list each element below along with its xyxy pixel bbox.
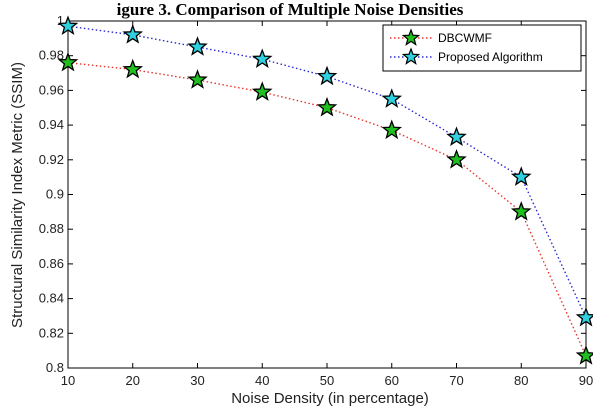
x-tick-label: 10	[61, 373, 75, 388]
legend-marker	[401, 28, 421, 46]
data-point-proposed-algorithm	[446, 126, 467, 147]
data-point-proposed-algorithm	[575, 306, 593, 327]
series-proposed-algorithm	[57, 15, 593, 327]
data-point-dbcwmf	[187, 69, 208, 89]
y-tick-label: 0.96	[39, 82, 64, 97]
data-point-dbcwmf	[381, 119, 403, 140]
x-tick-label: 20	[126, 373, 140, 388]
legend-item-dbcwmf: DBCWMF	[390, 28, 492, 46]
y-tick-label: 0.84	[39, 291, 64, 306]
x-tick-label: 50	[320, 373, 334, 388]
x-tick-label: 30	[190, 373, 204, 388]
x-tick-label: 80	[514, 373, 528, 388]
x-tick-label: 40	[255, 373, 269, 388]
data-point-proposed-algorithm	[381, 88, 403, 108]
series-layer	[57, 15, 593, 365]
y-tick-label: 1	[57, 13, 64, 28]
y-tick-label: 0.9	[46, 187, 64, 202]
series-dbcwmf	[57, 51, 593, 365]
data-point-proposed-algorithm	[57, 15, 79, 35]
x-tick-label: 60	[385, 373, 399, 388]
x-axis-label: Noise Density (in percentage)	[231, 390, 429, 407]
data-point-proposed-algorithm	[510, 166, 532, 186]
legend-label: DBCWMF	[438, 31, 492, 45]
legend-item-proposed-algorithm: Proposed Algorithm	[390, 47, 543, 65]
y-axis-label: Structural Similarity Index Metric (SSIM…	[9, 62, 26, 328]
data-point-dbcwmf	[316, 96, 338, 117]
data-point-proposed-algorithm	[187, 36, 208, 56]
legend: DBCWMF Proposed Algorithm	[382, 24, 582, 72]
y-tick-label: 0.92	[39, 152, 64, 167]
x-tick-label: 70	[449, 373, 463, 388]
data-point-dbcwmf	[251, 81, 273, 101]
y-tick-label: 0.88	[39, 221, 64, 236]
data-point-dbcwmf	[575, 345, 593, 365]
y-tick-label: 0.98	[39, 48, 64, 63]
data-point-dbcwmf	[57, 51, 79, 72]
y-tick-label: 0.8	[46, 360, 64, 375]
y-tick-label: 0.94	[39, 117, 64, 132]
data-point-dbcwmf	[122, 58, 144, 79]
data-point-proposed-algorithm	[122, 24, 144, 44]
y-tick-label: 0.82	[39, 325, 64, 340]
legend-label: Proposed Algorithm	[438, 50, 543, 64]
data-point-proposed-algorithm	[251, 48, 273, 68]
data-point-dbcwmf	[446, 148, 467, 169]
x-tick-label: 90	[579, 373, 593, 388]
data-point-dbcwmf	[510, 201, 532, 221]
ticks-layer: 10 20 30 40 50 60 70 80 90 0.8 0.82 0.84 0.86 0.88 0.9…	[39, 13, 593, 388]
chart-title: igure 3. Comparison of Multiple Noise De…	[117, 0, 464, 19]
data-point-proposed-algorithm	[316, 65, 338, 86]
y-tick-label: 0.86	[39, 256, 64, 271]
legend-marker	[401, 47, 421, 65]
